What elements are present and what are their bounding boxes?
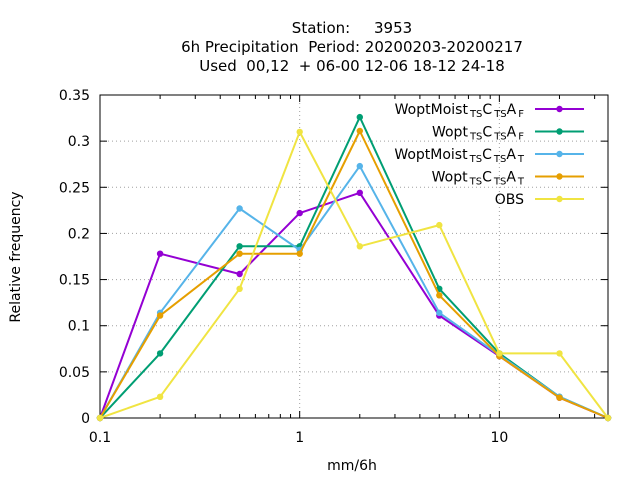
series-4-point-5 — [436, 221, 443, 229]
series-4-point-2 — [236, 285, 243, 292]
series-4-point-4 — [356, 243, 363, 250]
series-3-point-5 — [436, 292, 443, 299]
legend-label-3: Wopt TSC TSA T — [432, 170, 525, 188]
legend-label-2: WoptMoist TSC TSA T — [394, 147, 525, 165]
series-2-point-2 — [236, 205, 243, 212]
series-1-point-1 — [156, 350, 164, 357]
y-tick-label-4: 0.2 — [68, 226, 90, 242]
x-tick-label-2: 10 — [490, 430, 508, 446]
legend: WoptMoist TSC TSA F Wopt TSC TSA F WoptMoist TSC T… — [394, 102, 584, 208]
series-line-0 — [99, 191, 609, 419]
y-tick-label-1: 0.05 — [59, 365, 90, 381]
y-tick-label-3: 0.15 — [59, 273, 90, 289]
x-tick-label-1: 1 — [295, 430, 304, 446]
legend-label-4: OBS — [495, 192, 524, 208]
series-3-point-4 — [356, 127, 363, 135]
series-0-point-4 — [356, 189, 363, 196]
legend-label-1: Wopt TSC TSA F — [432, 125, 524, 143]
series-group — [96, 113, 612, 422]
y-tick-label-5: 0.25 — [59, 180, 90, 196]
y-tick-label-7: 0.35 — [59, 88, 90, 104]
series-3-point-7 — [556, 394, 563, 401]
series-line-2 — [99, 165, 609, 419]
series-1-point-4 — [356, 113, 363, 121]
x-axis-label: mm/6h — [327, 458, 377, 474]
y-tick-label-2: 0.1 — [68, 319, 90, 335]
series-4-point-7 — [556, 350, 563, 357]
series-0-point-3 — [296, 209, 303, 217]
series-4-point-3 — [296, 128, 303, 136]
series-1-point-2 — [236, 243, 243, 250]
series-4-point-1 — [156, 393, 164, 400]
series-0-point-2 — [236, 270, 243, 278]
series-4-point-8 — [604, 414, 612, 422]
series-3-point-2 — [236, 250, 243, 257]
legend-swatch-marker-2 — [556, 150, 563, 158]
series-2-point-4 — [356, 162, 363, 170]
plot-frame — [99, 94, 609, 419]
chart-title-line-1: Station: 3953 — [292, 19, 412, 37]
series-4-point-6 — [496, 350, 503, 357]
y-tick-label-0: 0 — [81, 411, 90, 427]
legend-label-0: WoptMoist TSC TSA F — [395, 102, 525, 120]
series-3-point-1 — [156, 312, 164, 319]
series-4-point-0 — [96, 414, 104, 422]
legend-swatch-marker-1 — [556, 128, 563, 135]
chart-title-line-2: 6h Precipitation Period: 20200203-202002… — [181, 38, 523, 56]
legend-swatch-marker-4 — [556, 195, 563, 203]
y-tick-label-6: 0.3 — [68, 134, 90, 150]
chart-title-line-3: Used 00,12 + 06-00 12-06 18-12 24-18 — [199, 57, 505, 75]
series-0-point-1 — [156, 250, 164, 257]
x-tick-label-0: 0.1 — [89, 430, 111, 446]
y-axis-label: Relative frequency — [8, 191, 24, 322]
legend-swatch-marker-0 — [556, 105, 563, 113]
axis-ticks: 0 0.05 0.1 0.15 0.2 0.25 0.3 0.35 0.1 1 10 — [59, 88, 608, 446]
series-line-1 — [99, 116, 609, 419]
series-3-point-3 — [296, 250, 303, 257]
series-2-point-5 — [436, 309, 443, 316]
legend-swatch-marker-3 — [556, 173, 563, 180]
